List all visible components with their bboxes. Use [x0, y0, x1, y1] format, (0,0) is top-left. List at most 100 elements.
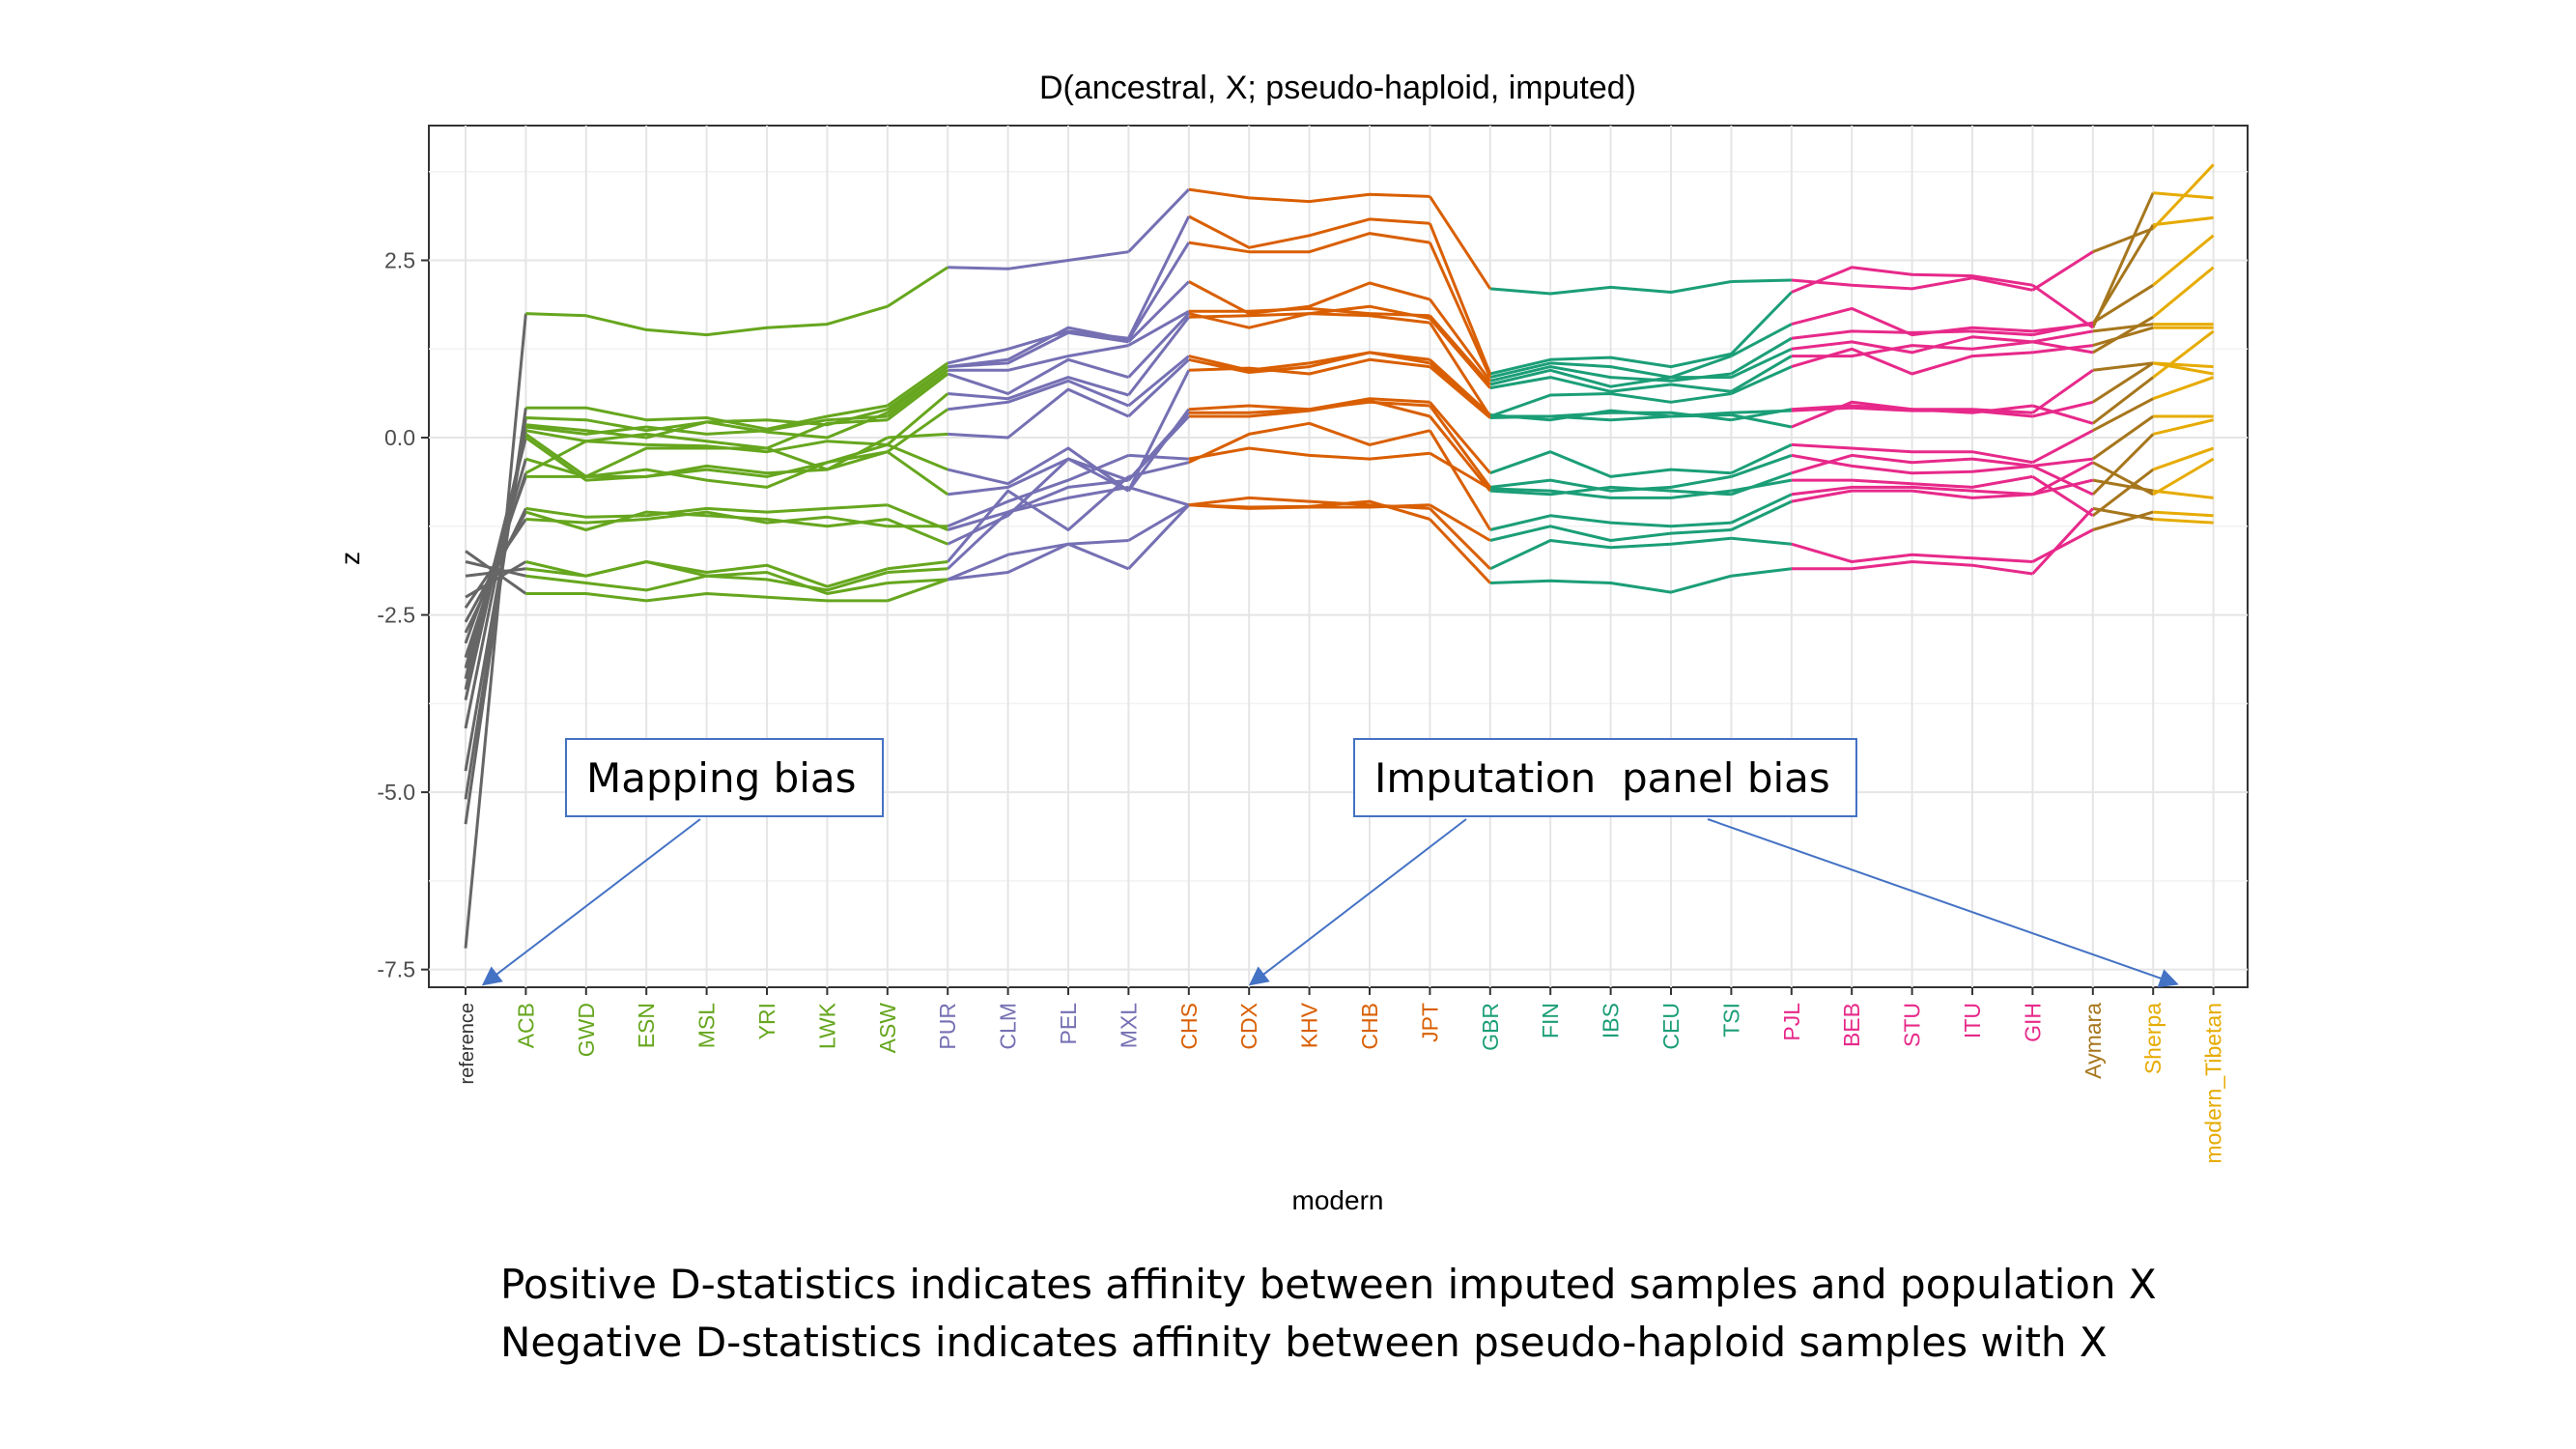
series-line — [2152, 376, 2215, 401]
x-tick-label: CDX — [1236, 1003, 1261, 1050]
x-tick-label: FIN — [1538, 1003, 1563, 1038]
series-line — [464, 511, 527, 623]
series-line — [1429, 451, 1491, 491]
series-line — [1188, 421, 1430, 465]
series-line — [947, 357, 1129, 395]
series-line — [886, 365, 949, 414]
series-line — [1127, 503, 1190, 542]
series-line — [948, 457, 1130, 497]
x-tick-label: TSI — [1718, 1003, 1743, 1037]
series-line — [1489, 392, 1732, 418]
series-line — [2152, 329, 2215, 379]
x-tick-label: STU — [1900, 1003, 1925, 1047]
series-line — [2091, 361, 2155, 404]
series-line — [525, 592, 888, 603]
grid-lines — [429, 126, 2248, 987]
series-line — [1791, 560, 2033, 576]
series-line — [1730, 336, 1793, 376]
series-line — [1791, 347, 2033, 376]
series-line — [1429, 429, 1492, 531]
series-line — [948, 387, 1130, 440]
x-tick-label: ACB — [513, 1003, 538, 1048]
series-line — [2031, 250, 2094, 292]
series-line — [1731, 409, 1792, 414]
series-line — [1791, 442, 2033, 465]
caption-line-positive: Positive D-statistics indicates affinity… — [500, 1261, 2157, 1308]
series-line — [2092, 510, 2154, 531]
series-line — [1188, 232, 1430, 254]
series-line — [1489, 536, 1732, 571]
x-axis-label: modern — [1292, 1185, 1384, 1215]
y-tick-label: -2.5 — [377, 603, 415, 628]
series-line — [1429, 401, 1491, 474]
imputation-bias-arrow-right — [1707, 818, 2179, 988]
x-tick-label: ASW — [875, 1003, 900, 1054]
x-tick-label: MSL — [694, 1003, 720, 1049]
y-axis-label: z — [335, 552, 365, 565]
series-line — [1730, 443, 1793, 475]
series-line — [2153, 518, 2214, 525]
series-line — [947, 475, 1130, 563]
series-line — [1127, 316, 1190, 396]
x-tick-label: PJL — [1779, 1003, 1804, 1041]
series-line — [465, 560, 527, 599]
series-line — [1730, 493, 1793, 525]
series-line — [1791, 276, 2033, 292]
x-tick-label: CHB — [1357, 1003, 1382, 1050]
y-tick-label: 2.5 — [384, 247, 415, 272]
x-tick-label: CLM — [996, 1003, 1021, 1050]
series-line — [2032, 340, 2094, 355]
x-tick-label: Aymara — [2081, 1003, 2106, 1079]
series-line — [2032, 344, 2093, 355]
series-line — [2032, 457, 2093, 468]
series-line — [1429, 503, 1491, 542]
series-line — [2153, 215, 2214, 227]
series-line — [887, 518, 948, 546]
chart-title: D(ancestral, X; pseudo-haploid, imputed) — [1039, 70, 1636, 106]
series-line — [464, 518, 527, 610]
y-tick-label: -5.0 — [377, 780, 415, 805]
series-line — [1489, 474, 1732, 493]
x-tick-label: LWK — [814, 1002, 839, 1049]
series-line — [525, 450, 889, 478]
series-line — [525, 304, 889, 337]
series-line — [2031, 465, 2094, 497]
series-line — [2032, 478, 2094, 497]
series-line — [1489, 413, 1732, 422]
series-line — [2092, 227, 2154, 254]
series-line — [1730, 355, 1793, 393]
caption: Positive D-statistics indicates affinity… — [500, 1256, 2157, 1372]
x-tick-label: modern_Tibetan — [2201, 1003, 2226, 1164]
series-line — [1127, 414, 1190, 482]
series-line — [1489, 485, 1732, 497]
x-tick-label: Sherpa — [2140, 1003, 2166, 1074]
series-line — [948, 326, 1129, 369]
series-line — [1429, 317, 1491, 389]
series-line — [1731, 278, 1792, 283]
mapping-bias-arrow — [481, 818, 701, 986]
series-line — [1128, 453, 1189, 461]
series-line — [464, 313, 527, 949]
series-line — [1429, 415, 1491, 493]
series-line — [1127, 355, 1190, 408]
series-line — [887, 432, 948, 440]
series-line — [947, 485, 1129, 570]
plot-panel — [428, 125, 2249, 988]
series-line — [948, 344, 1129, 372]
series-line — [2152, 446, 2215, 471]
series-line — [947, 478, 1129, 531]
series-line — [1489, 487, 1732, 499]
series-line — [1731, 478, 1793, 493]
series-line — [2152, 266, 2215, 319]
series-line — [1791, 453, 2033, 475]
series-line — [887, 443, 948, 471]
series-line — [464, 475, 527, 644]
series-line — [1188, 306, 1430, 318]
series-line — [947, 539, 1129, 582]
x-axis: reference ACB GWD ESN MSL YRI LWK ASW PUR CLM PEL M… — [457, 987, 2226, 1164]
series-line — [1429, 314, 1491, 385]
series-line — [465, 560, 526, 578]
series-line — [2092, 506, 2154, 521]
series-line — [887, 578, 948, 584]
